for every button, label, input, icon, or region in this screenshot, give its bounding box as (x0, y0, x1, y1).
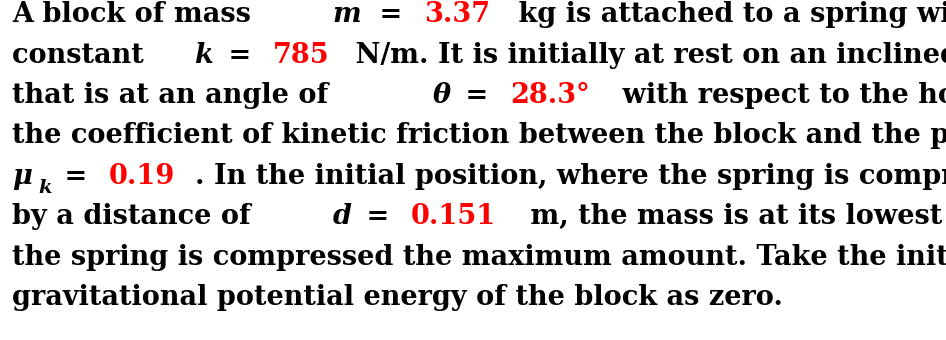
Text: A block of mass: A block of mass (12, 1, 261, 28)
Text: constant: constant (12, 41, 153, 69)
Text: =: = (370, 1, 412, 28)
Text: =: = (56, 163, 97, 190)
Text: kg is attached to a spring with spring: kg is attached to a spring with spring (509, 1, 946, 28)
Text: N/m. It is initially at rest on an inclined plane: N/m. It is initially at rest on an incli… (345, 41, 946, 69)
Text: m, the mass is at its lowest position and: m, the mass is at its lowest position an… (521, 203, 946, 231)
Text: d: d (333, 203, 352, 231)
Text: 0.151: 0.151 (411, 203, 497, 231)
Text: μ: μ (12, 163, 32, 190)
Text: 785: 785 (272, 41, 329, 69)
Text: that is at an angle of: that is at an angle of (12, 82, 338, 109)
Text: =: = (456, 82, 498, 109)
Text: =: = (358, 203, 399, 231)
Text: =: = (219, 41, 260, 69)
Text: with respect to the horizontal, and: with respect to the horizontal, and (613, 82, 946, 109)
Text: the coefficient of kinetic friction between the block and the plane is: the coefficient of kinetic friction betw… (12, 122, 946, 150)
Text: θ: θ (432, 82, 450, 109)
Text: 28.3°: 28.3° (510, 82, 589, 109)
Text: . In the initial position, where the spring is compressed: . In the initial position, where the spr… (195, 163, 946, 190)
Text: k: k (195, 41, 213, 69)
Text: k: k (38, 180, 51, 198)
Text: by a distance of: by a distance of (12, 203, 260, 231)
Text: gravitational potential energy of the block as zero.: gravitational potential energy of the bl… (12, 284, 783, 311)
Text: 0.19: 0.19 (109, 163, 176, 190)
Text: the spring is compressed the maximum amount. Take the initial: the spring is compressed the maximum amo… (12, 244, 946, 271)
Text: m: m (333, 1, 361, 28)
Text: 3.37: 3.37 (424, 1, 490, 28)
